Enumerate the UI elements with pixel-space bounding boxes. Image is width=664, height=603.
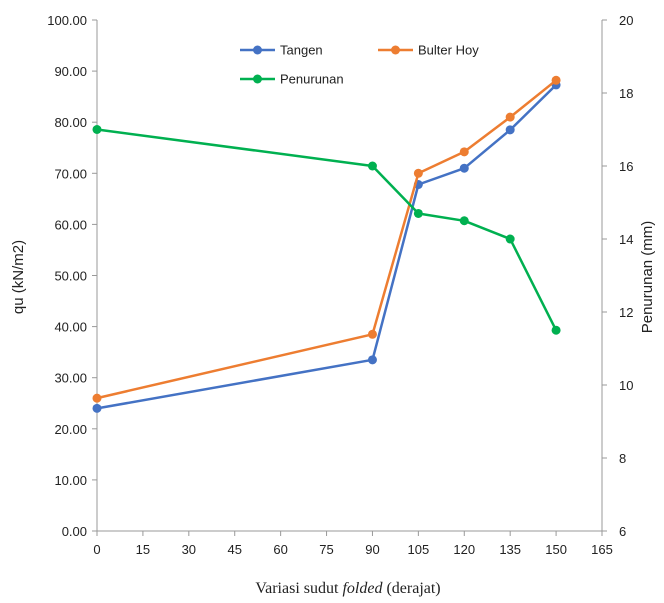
y2-tick-label: 16 (619, 159, 633, 174)
y2-tick-label: 10 (619, 378, 633, 393)
x-tick-label: 15 (136, 542, 150, 557)
x-tick-label: 165 (591, 542, 613, 557)
y-tick-label: 0.00 (62, 524, 87, 539)
legend-label: Bulter Hoy (418, 43, 479, 58)
y2-tick-label: 6 (619, 524, 626, 539)
x-tick-label: 75 (319, 542, 333, 557)
y2-tick-label: 12 (619, 305, 633, 320)
legend-label: Penurunan (280, 72, 344, 87)
y2-tick-label: 18 (619, 86, 633, 101)
data-point-penurunan (92, 125, 102, 134)
x-tick-label: 135 (499, 542, 521, 557)
y-tick-label: 80.00 (54, 115, 87, 130)
series-line-tangen (96, 84, 557, 410)
x-axis-label: Variasi sudut folded (derajat) (255, 580, 440, 597)
y-tick-label: 100.00 (47, 13, 87, 28)
legend-item-penurunan: Penurunan (240, 72, 344, 87)
data-point-penurunan (413, 208, 423, 218)
series-line-bulter-hoy (96, 79, 557, 400)
axes (92, 19, 607, 536)
x-axis-label-italic: folded (342, 580, 383, 597)
y-tick-label: 60.00 (54, 217, 87, 232)
data-point-tangen (367, 355, 377, 365)
data-point-bulter-hoy (367, 329, 377, 339)
data-point-penurunan (505, 234, 515, 244)
legend: Tangen Bulter Hoy Penurunan (240, 43, 479, 87)
y-tick-label: 40.00 (54, 320, 87, 335)
y-tick-label: 70.00 (54, 166, 87, 181)
legend-swatch-marker (253, 45, 262, 55)
x-tick-label: 120 (453, 542, 475, 557)
y-tick-label: 10.00 (54, 473, 87, 488)
legend-swatch-marker (253, 74, 262, 84)
x-axis-label-suffix: (derajat) (382, 580, 440, 597)
legend-label: Tangen (280, 43, 323, 58)
data-point-bulter-hoy (459, 147, 469, 157)
x-tick-label: 90 (365, 542, 379, 557)
data-point-bulter-hoy (413, 168, 423, 178)
y2-tick-label: 14 (619, 232, 633, 247)
data-point-tangen (92, 403, 102, 413)
tick-labels: 0 15 30 45 60 75 90 105 120 135 150 1650.0010.0020.… (47, 13, 633, 557)
x-tick-label: 30 (182, 542, 196, 557)
y-axis-label: qu (kN/m2) (10, 240, 27, 314)
data-point-bulter-hoy (551, 75, 561, 85)
series-line-penurunan (96, 128, 558, 331)
data-point-tangen (505, 125, 515, 135)
data-point-bulter-hoy (505, 112, 515, 122)
x-tick-label: 60 (273, 542, 287, 557)
y2-tick-label: 8 (619, 451, 626, 466)
x-tick-label: 45 (227, 542, 241, 557)
y-tick-label: 30.00 (54, 371, 87, 386)
data-point-penurunan (551, 325, 561, 335)
x-axis-label-prefix: Variasi sudut (255, 580, 342, 597)
legend-item-bulter-hoy: Bulter Hoy (378, 43, 479, 58)
x-tick-label: 150 (545, 542, 567, 557)
series-group (92, 75, 561, 413)
data-point-penurunan (459, 216, 469, 226)
data-point-penurunan (367, 161, 377, 171)
x-tick-label: 105 (408, 542, 430, 557)
y-tick-label: 90.00 (54, 64, 87, 79)
legend-item-tangen: Tangen (240, 43, 323, 58)
data-point-tangen (459, 163, 469, 173)
x-tick-label: 0 (93, 542, 100, 557)
legend-swatch-marker (391, 45, 400, 55)
y2-tick-label: 20 (619, 13, 633, 28)
y-tick-label: 20.00 (54, 422, 87, 437)
data-point-bulter-hoy (92, 393, 102, 403)
y2-axis-label: Penurunan (mm) (639, 221, 656, 334)
y-tick-label: 50.00 (54, 269, 87, 284)
